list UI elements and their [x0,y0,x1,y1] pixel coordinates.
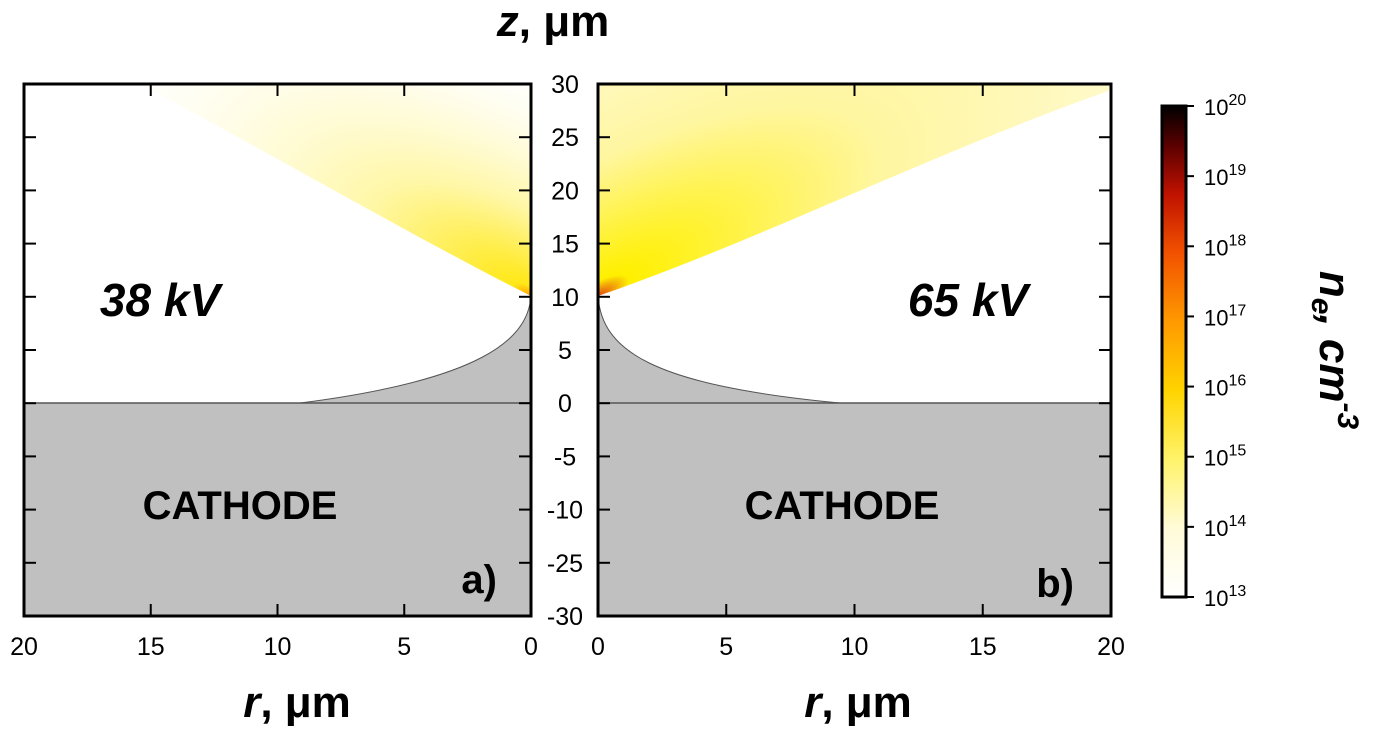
panel-b-tag: b) [1036,562,1074,606]
panel-b-r-axis-title: r, μm [804,678,912,727]
colorbar-tick-label: 1016 [1204,373,1246,401]
z-tick-label: 5 [558,337,572,365]
panel-b-voltage: 65 kV [908,274,1032,326]
panel-b: 65 kV CATHODE b) 0 5 10 15 20 r, μm [591,82,1125,727]
r-tick-label: 5 [397,633,411,661]
r-tick-label: 0 [591,633,605,661]
colorbar-tick-label: 1019 [1204,162,1246,190]
panel-b-r-ticks: 0 5 10 15 20 [591,84,1125,661]
z-tick-label: 15 [551,231,579,259]
z-tick-label: 20 [551,177,579,205]
panel-a-voltage: 38 kV [100,274,224,326]
z-axis-title-text: , μm [519,0,610,46]
panel-a-cathode [24,403,531,616]
colorbar-tick-label: 1013 [1204,583,1246,611]
panel-a-cathode-label: CATHODE [143,484,338,528]
r-tick-label: 20 [1097,633,1125,661]
r-tick-label: 5 [719,633,733,661]
colorbar-tick-label: 1015 [1204,443,1246,471]
colorbar-tick-label: 1018 [1204,232,1246,260]
panel-a-r-ticks: 20 15 10 5 0 [10,84,538,661]
r-tick-label: 10 [264,633,292,661]
panel-b-cathode [598,403,1111,616]
z-tick-label: 25 [551,124,579,152]
r-tick-label: 15 [969,633,997,661]
z-tick-label: -10 [547,497,583,525]
r-tick-label: 20 [10,633,38,661]
colorbar: 1020 1019 1018 1017 1016 1015 1014 1013 ne, cm-… [1160,92,1364,611]
z-tick-label: -30 [547,603,583,631]
colorbar-tick-label: 1020 [1204,92,1246,120]
colorbar-title: ne, cm-3 [1305,271,1364,430]
colorbar-tick-label: 1014 [1204,513,1246,541]
panel-b-cathode-label: CATHODE [745,484,940,528]
panel-b-plume [598,84,1111,296]
panel-a-emitter [299,295,531,404]
z-tick-label: 10 [551,284,579,312]
z-axis-ticks: 30 25 20 15 10 5 0 -5 -10 -25 -30 [24,71,1111,631]
panel-b-emitter [598,295,841,404]
panel-a-r-axis-title: r, μm [243,678,351,727]
r-tick-label: 10 [841,633,869,661]
z-tick-label: -25 [547,550,583,578]
panel-a-plume [140,84,531,296]
z-axis-title: z, μm [496,0,610,46]
colorbar-tick-label: 1017 [1204,302,1246,330]
z-tick-label: -5 [554,443,576,471]
colorbar-ticks: 1020 1019 1018 1017 1016 1015 1014 1013 [1186,92,1246,611]
r-tick-label: 15 [137,633,165,661]
r-tick-label: 0 [524,633,538,661]
panel-a-tag: a) [461,558,497,602]
panel-a: 38 kV CATHODE a) 20 15 10 5 0 r, μm [10,82,538,727]
z-tick-label: 30 [551,71,579,99]
z-tick-label: 0 [558,390,572,418]
colorbar-gradient [1160,104,1188,599]
